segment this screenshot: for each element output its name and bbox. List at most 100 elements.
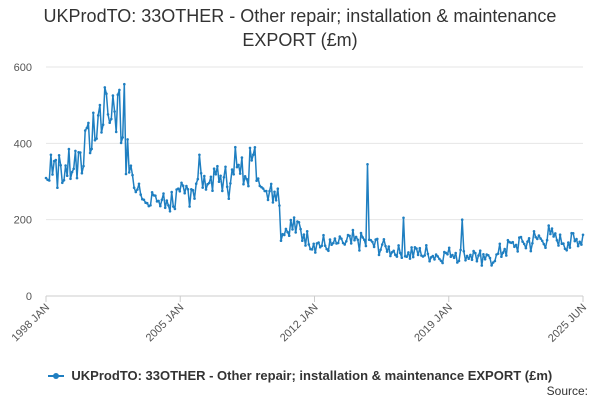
legend[interactable]: UKProdTO: 33OTHER - Other repair; instal… bbox=[0, 368, 600, 383]
data-point bbox=[531, 242, 534, 245]
data-point bbox=[516, 250, 519, 253]
data-point bbox=[567, 241, 570, 244]
data-point bbox=[345, 240, 348, 243]
data-point bbox=[255, 179, 258, 182]
data-point bbox=[96, 114, 100, 117]
data-point bbox=[487, 254, 490, 257]
data-point bbox=[521, 240, 524, 243]
data-point bbox=[284, 227, 288, 231]
data-point bbox=[232, 173, 235, 176]
data-point bbox=[70, 170, 74, 174]
data-point bbox=[400, 256, 404, 260]
data-point bbox=[529, 249, 533, 253]
data-point bbox=[301, 239, 304, 242]
data-point bbox=[273, 190, 276, 194]
data-point bbox=[571, 232, 575, 235]
data-point bbox=[348, 234, 351, 238]
data-point bbox=[110, 117, 113, 121]
data-point bbox=[555, 238, 559, 242]
data-point bbox=[415, 247, 418, 250]
data-point bbox=[549, 232, 552, 236]
data-point bbox=[581, 233, 585, 237]
data-point bbox=[364, 244, 368, 248]
data-point bbox=[425, 244, 428, 247]
legend-label: UKProdTO: 33OTHER - Other repair; instal… bbox=[71, 368, 553, 383]
data-point bbox=[377, 253, 381, 257]
data-point bbox=[214, 173, 218, 176]
data-point bbox=[150, 191, 154, 194]
data-point bbox=[163, 206, 167, 210]
data-point bbox=[394, 253, 397, 257]
data-point bbox=[160, 198, 164, 202]
data-point bbox=[398, 251, 402, 255]
data-point bbox=[519, 235, 523, 239]
data-point bbox=[390, 251, 394, 254]
data-point bbox=[176, 187, 180, 190]
data-point bbox=[524, 246, 528, 250]
data-point bbox=[506, 238, 510, 242]
x-tick-label: 2019 JAN bbox=[412, 302, 455, 345]
data-point bbox=[256, 177, 260, 180]
data-point bbox=[238, 172, 242, 175]
data-point bbox=[382, 238, 386, 241]
data-point bbox=[212, 167, 216, 170]
data-point bbox=[550, 227, 554, 230]
data-point bbox=[93, 138, 97, 142]
y-axis: 0 200 400 600 bbox=[14, 62, 32, 303]
data-point bbox=[72, 167, 75, 171]
data-point bbox=[358, 249, 361, 252]
data-point bbox=[452, 256, 456, 260]
data-point bbox=[349, 242, 353, 245]
y-tick-label: 0 bbox=[26, 291, 32, 303]
data-point bbox=[498, 242, 502, 246]
data-point bbox=[562, 242, 565, 245]
data-point bbox=[323, 244, 327, 247]
data-point bbox=[62, 178, 66, 182]
data-point bbox=[454, 251, 458, 255]
data-point bbox=[159, 204, 162, 208]
data-point bbox=[411, 255, 415, 259]
data-point bbox=[136, 188, 139, 191]
data-point bbox=[265, 189, 268, 193]
data-point bbox=[291, 228, 294, 231]
data-point bbox=[483, 258, 487, 261]
data-point bbox=[371, 240, 374, 244]
data-point bbox=[385, 250, 389, 253]
data-point bbox=[137, 182, 141, 186]
data-point bbox=[314, 251, 317, 254]
data-point bbox=[465, 254, 469, 258]
data-point bbox=[330, 243, 333, 246]
data-point bbox=[459, 248, 462, 252]
data-point bbox=[247, 184, 250, 188]
data-point bbox=[242, 182, 245, 186]
x-tick-label: 1998 JAN bbox=[9, 302, 52, 345]
data-point bbox=[100, 131, 103, 134]
data-point bbox=[336, 241, 340, 245]
data-point bbox=[322, 233, 325, 237]
data-point bbox=[286, 230, 289, 234]
data-point bbox=[186, 188, 190, 191]
data-point bbox=[340, 237, 343, 240]
data-point bbox=[464, 259, 467, 262]
data-point bbox=[456, 261, 459, 264]
data-point bbox=[234, 145, 237, 149]
data-point bbox=[240, 156, 244, 159]
data-point bbox=[253, 146, 257, 149]
data-point bbox=[493, 259, 497, 263]
data-point bbox=[127, 171, 131, 174]
data-point bbox=[221, 189, 224, 193]
data-point bbox=[500, 255, 503, 258]
data-point bbox=[56, 186, 59, 189]
data-point bbox=[114, 130, 118, 134]
data-point bbox=[252, 153, 255, 156]
data-point bbox=[379, 248, 382, 252]
data-point bbox=[230, 168, 234, 171]
data-point bbox=[225, 185, 229, 189]
data-point bbox=[145, 201, 149, 205]
x-tick-label: 2025 JUN bbox=[546, 302, 589, 345]
data-point bbox=[201, 186, 204, 189]
data-point bbox=[131, 173, 134, 177]
data-point bbox=[405, 255, 409, 258]
data-point bbox=[88, 151, 92, 155]
data-point bbox=[283, 233, 286, 237]
